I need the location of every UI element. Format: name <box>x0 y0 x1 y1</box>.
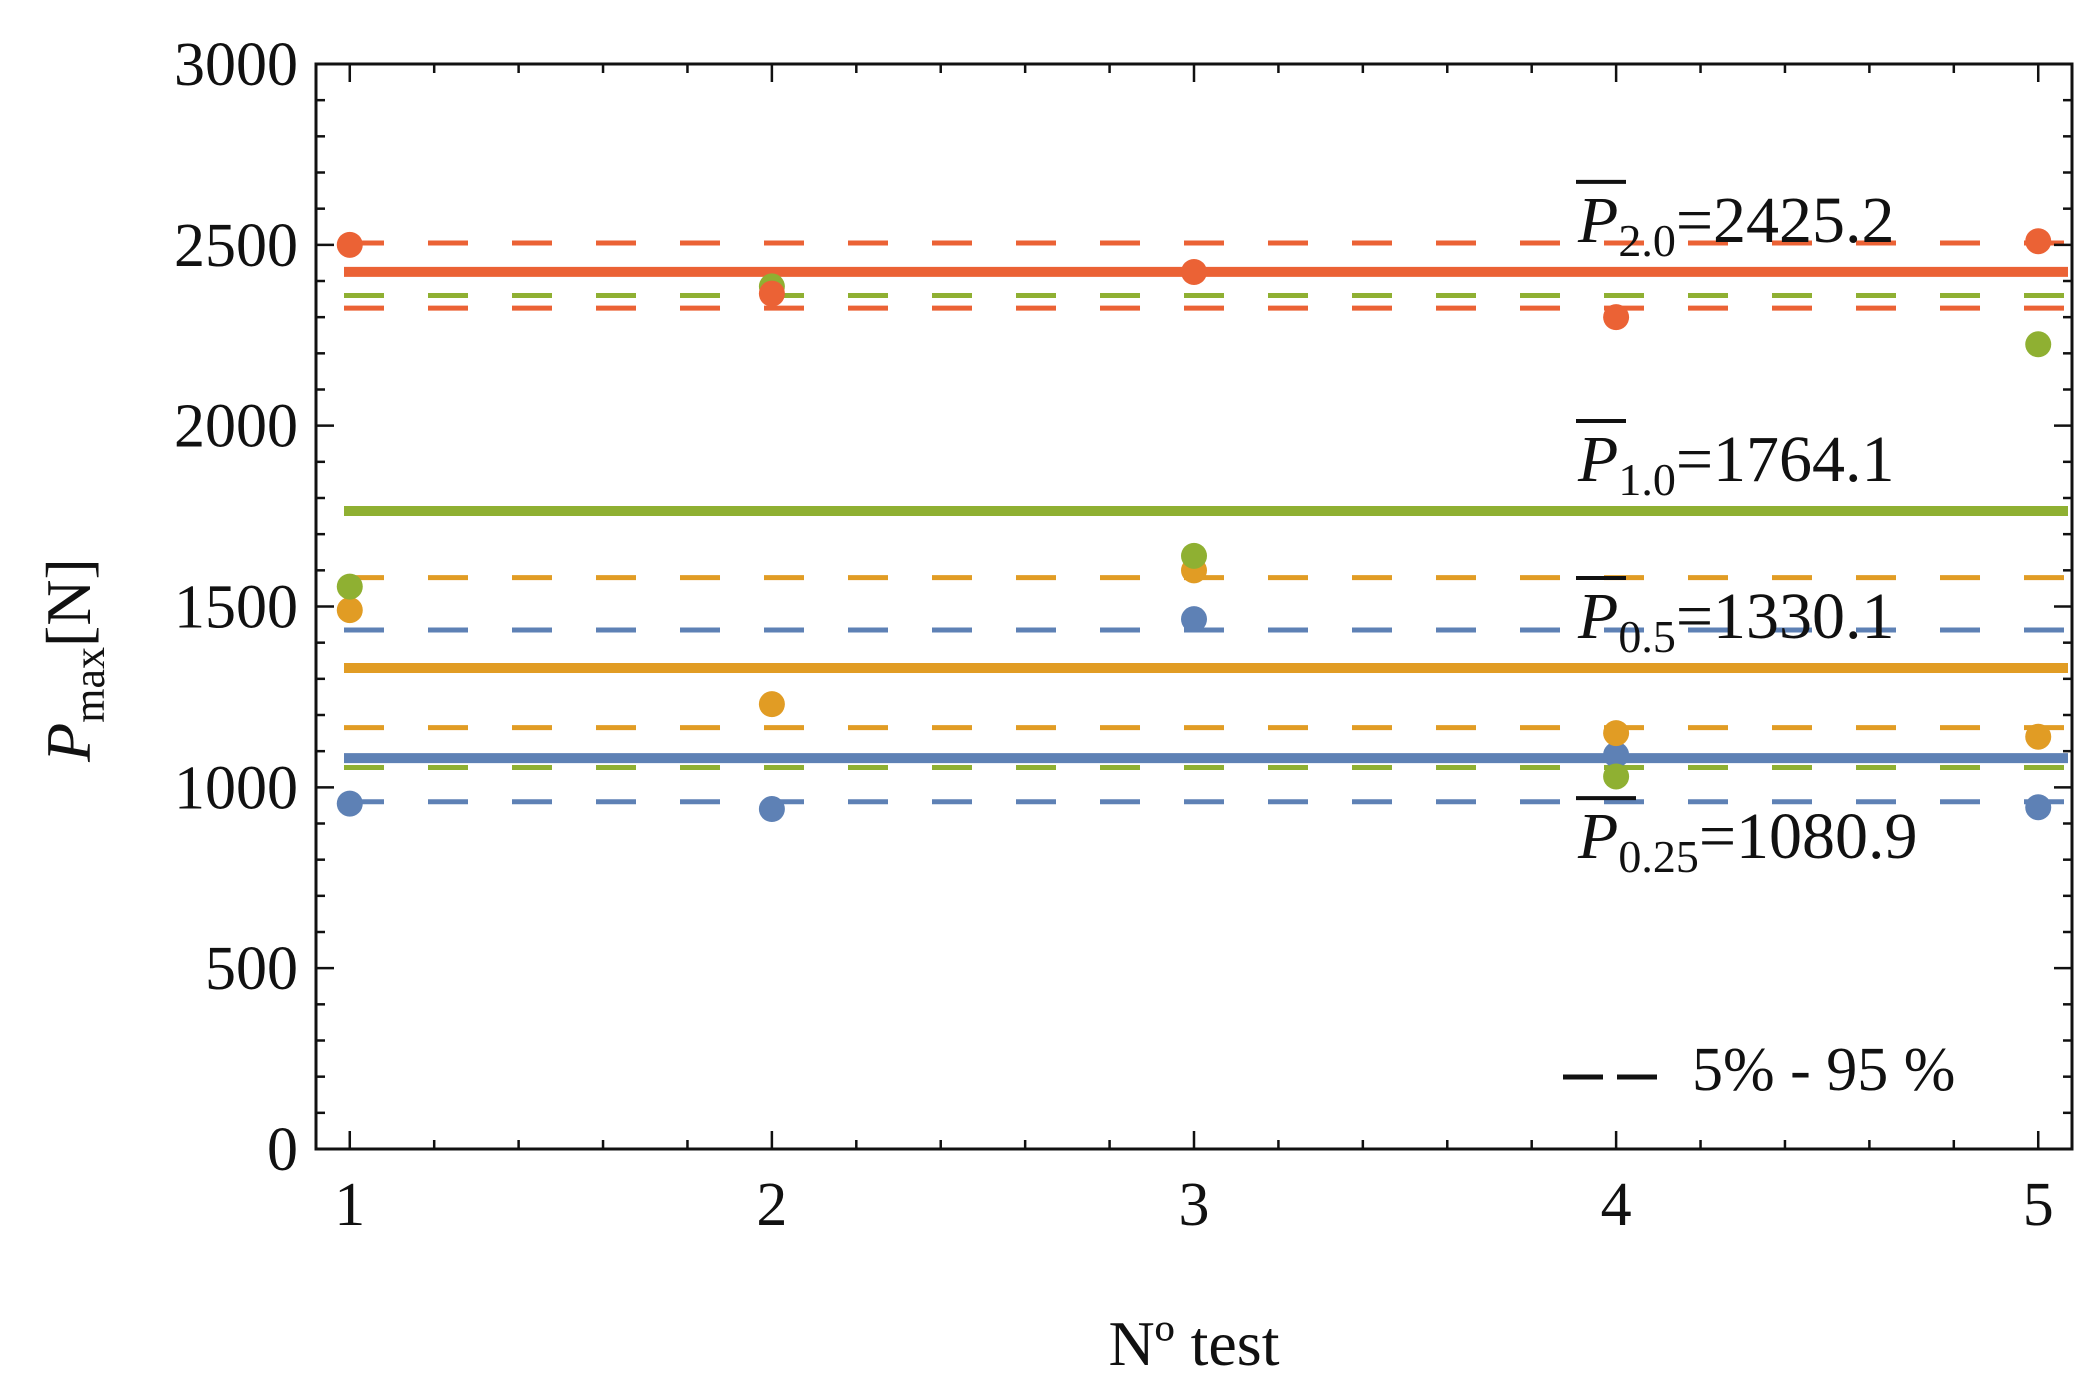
data-point-1.0 <box>2025 331 2052 358</box>
x-tick-label: 4 <box>1601 1171 1632 1239</box>
mean-subscript: 2.0 <box>1618 215 1676 266</box>
data-point-0.25 <box>1603 741 1630 768</box>
y-tick-label: 1000 <box>174 754 298 822</box>
mean-symbol: P <box>1577 580 1618 653</box>
mean-annotation-2.0: P2.0=2425.2 <box>1576 179 1895 266</box>
y-axis-label-subscript: max <box>65 647 114 723</box>
mean-annotations: P0.25=1080.9P0.5=1330.1P1.0=1764.1P2.0=2… <box>1576 179 1918 882</box>
x-tick-label: 1 <box>334 1171 365 1239</box>
mean-symbol: P <box>1577 800 1618 873</box>
data-point-2.0 <box>1181 258 1207 285</box>
y-tick-label: 3000 <box>174 31 298 99</box>
data-point-1.0 <box>1603 763 1630 790</box>
x-axis-label: Nº test <box>1109 1308 1280 1379</box>
legend: 5% - 95 % <box>1563 1036 1955 1104</box>
data-point-0.25 <box>758 796 785 823</box>
data-point-0.5 <box>336 597 363 624</box>
reference-lines <box>344 240 2068 805</box>
y-tick-label: 2000 <box>174 393 298 461</box>
mean-annotation-0.5: P0.5=1330.1 <box>1576 575 1895 662</box>
data-point-0.5 <box>1603 720 1630 747</box>
y-axis-label: Pmax[N] <box>33 558 114 763</box>
mean-label-0.25: P0.25=1080.9 <box>1577 800 1918 882</box>
data-point-2.0 <box>758 280 785 307</box>
y-tick-label: 500 <box>205 935 298 1003</box>
mean-label-2.0: P2.0=2425.2 <box>1577 184 1895 266</box>
y-axis-label-unit: [N] <box>33 558 104 647</box>
data-point-2.0 <box>2025 228 2052 255</box>
legend-text: 5% - 95 % <box>1692 1036 1955 1104</box>
mean-value: =1080.9 <box>1699 800 1918 873</box>
y-tick-label: 1500 <box>174 574 298 642</box>
x-tick-label: 3 <box>1179 1171 1210 1239</box>
data-point-1.0 <box>336 573 363 600</box>
mean-label-0.5: P0.5=1330.1 <box>1577 580 1895 662</box>
y-tick-label: 2500 <box>174 212 298 280</box>
mean-subscript: 1.0 <box>1618 454 1676 505</box>
svg-text:Pmax[N]: Pmax[N] <box>33 558 114 763</box>
axis-ticks: 0 500 1000 1500 2000 2500 3000 1 2 3 4 5 <box>174 31 2072 1239</box>
mean-symbol: P <box>1577 423 1618 496</box>
data-point-0.25 <box>336 790 363 817</box>
x-tick-label: 2 <box>756 1171 787 1239</box>
data-point-1.0 <box>1181 542 1207 569</box>
data-point-0.25 <box>1181 606 1207 633</box>
data-point-2.0 <box>336 231 363 258</box>
mean-annotation-1.0: P1.0=1764.1 <box>1576 418 1895 505</box>
mean-symbol: P <box>1577 184 1618 257</box>
mean-label-1.0: P1.0=1764.1 <box>1577 423 1895 505</box>
data-point-0.25 <box>2025 794 2052 821</box>
mean-value: =2425.2 <box>1676 184 1895 257</box>
mean-subscript: 0.5 <box>1618 611 1676 662</box>
data-points <box>336 228 2052 823</box>
x-tick-label: 5 <box>2023 1171 2054 1239</box>
data-point-0.5 <box>758 691 785 718</box>
y-tick-label: 0 <box>267 1116 298 1184</box>
data-point-2.0 <box>1603 304 1630 331</box>
mean-subscript: 0.25 <box>1618 831 1699 882</box>
mean-annotation-0.25: P0.25=1080.9 <box>1576 796 1918 882</box>
y-axis-label-symbol: P <box>33 723 104 763</box>
mean-value: =1764.1 <box>1676 423 1895 496</box>
data-point-0.5 <box>2025 723 2052 750</box>
mean-value: =1330.1 <box>1676 580 1895 653</box>
